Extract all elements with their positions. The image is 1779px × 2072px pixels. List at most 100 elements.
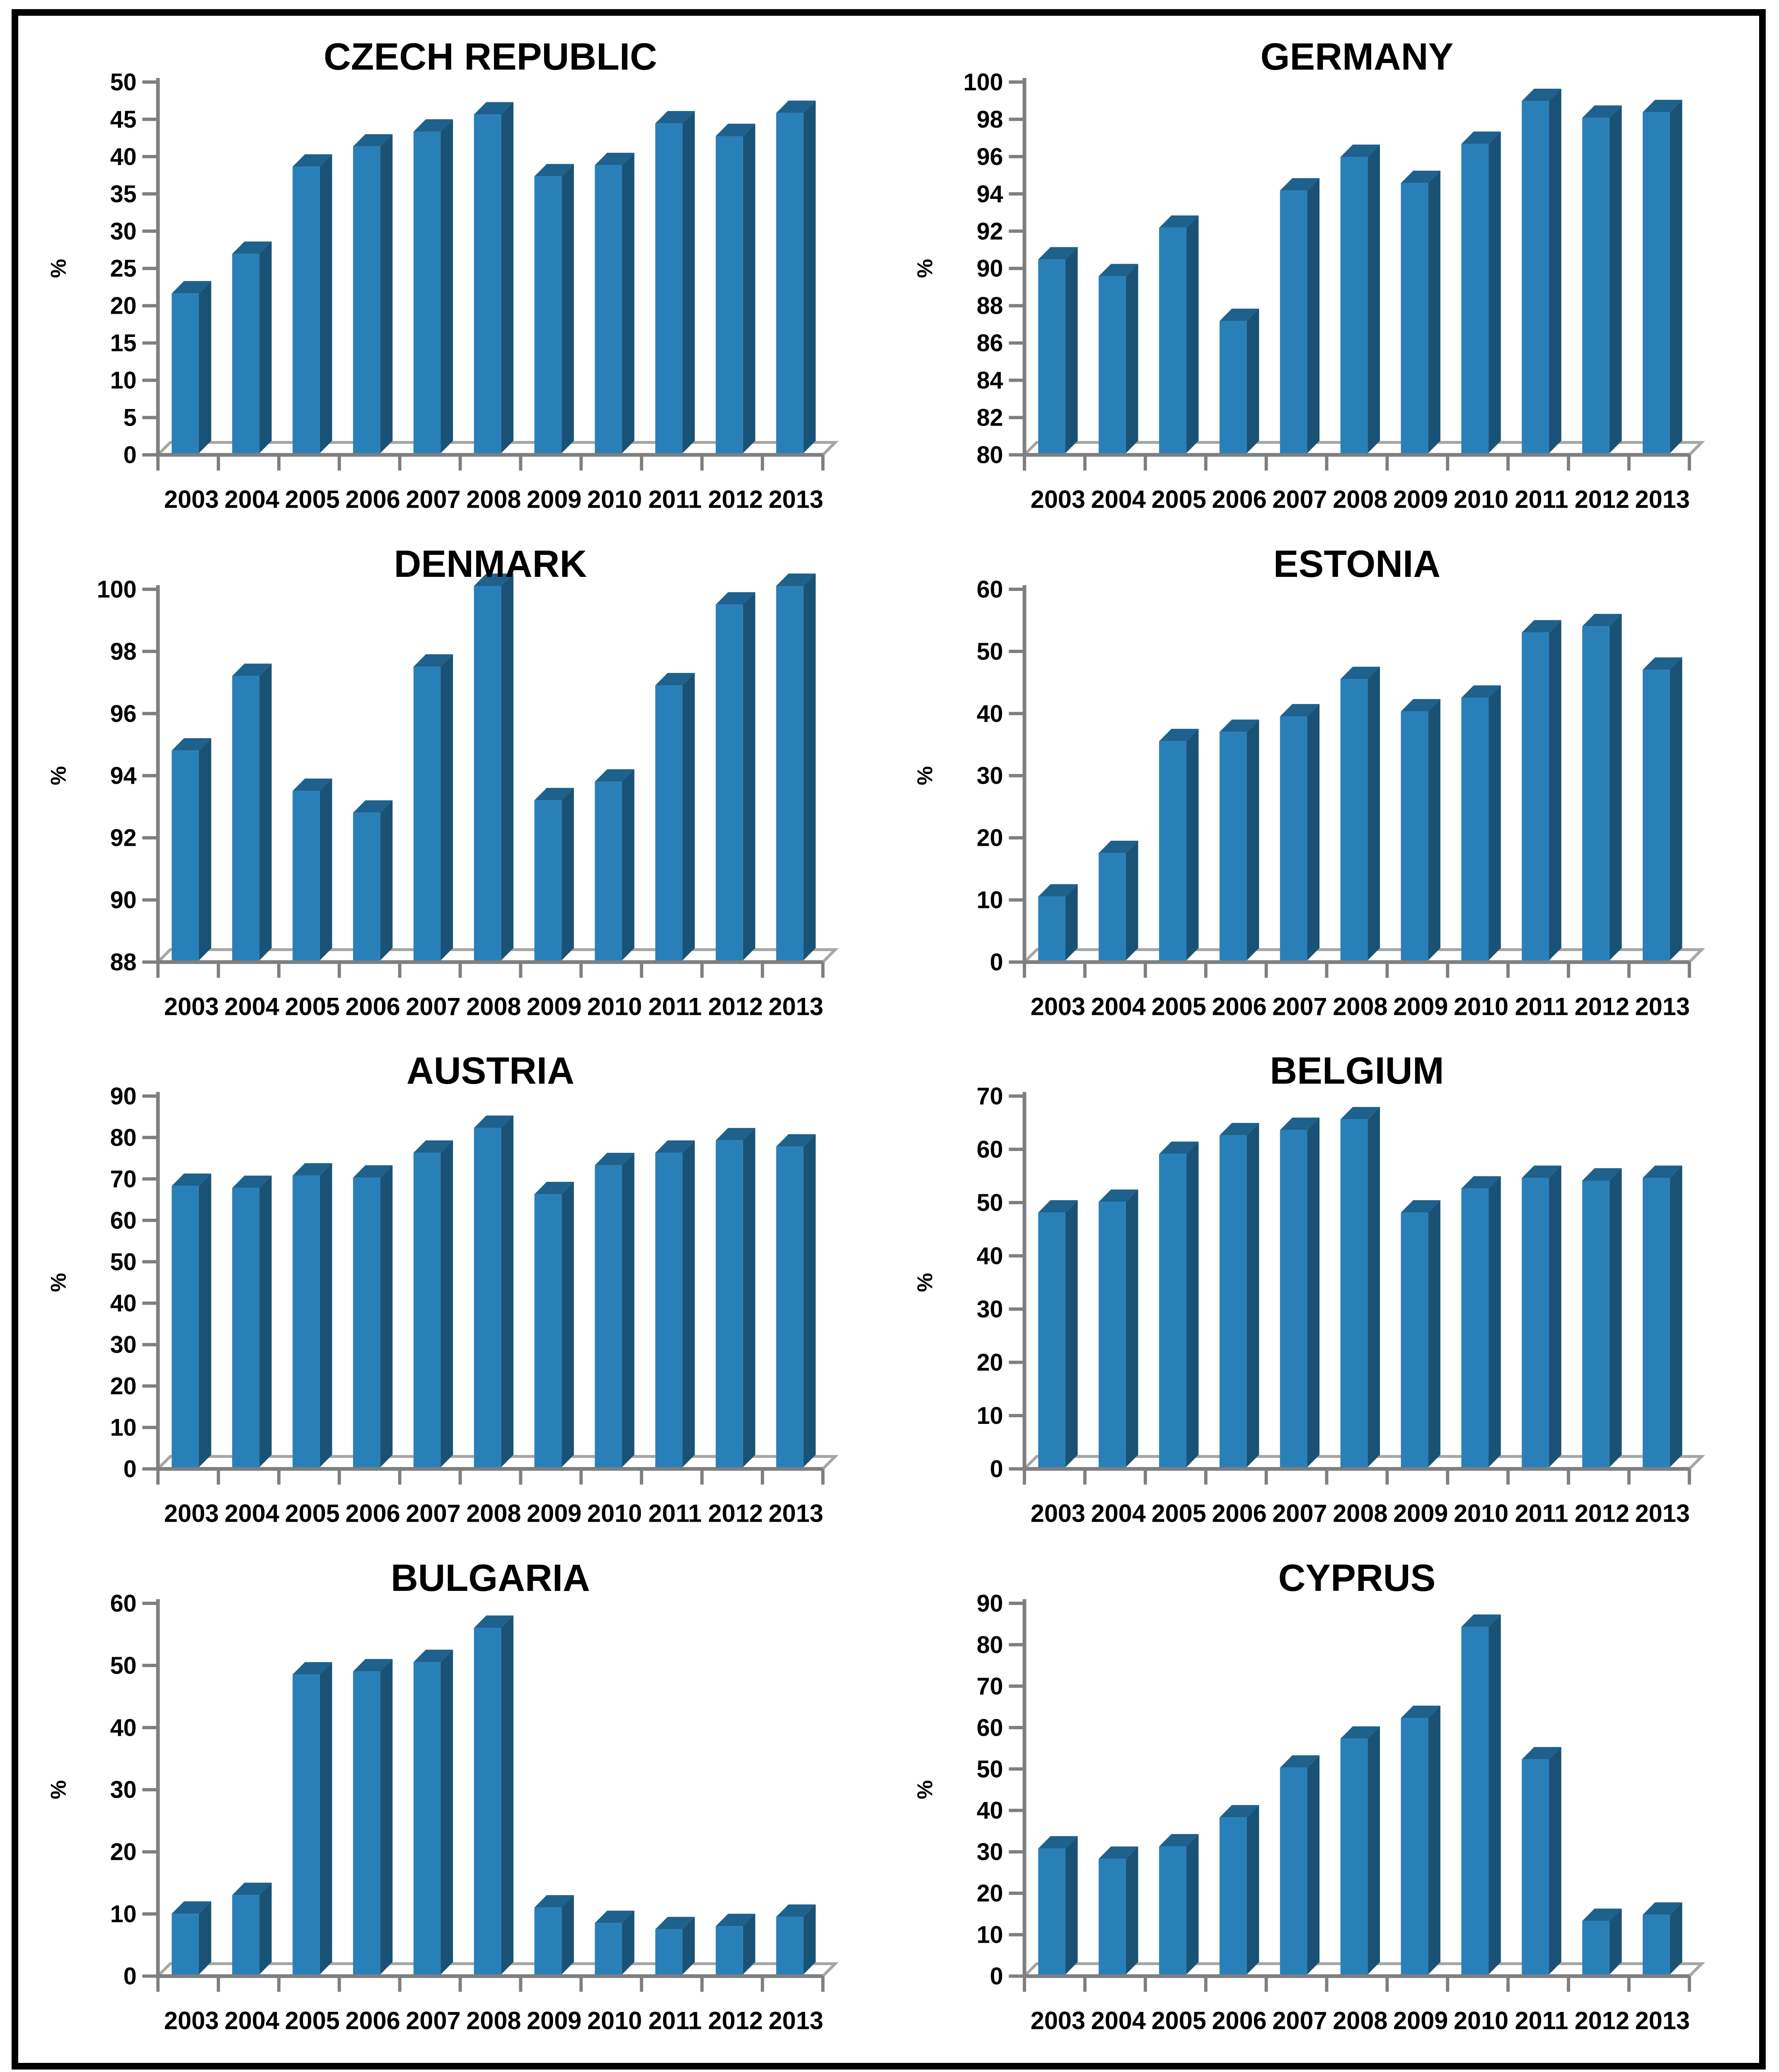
bar: [1159, 215, 1198, 453]
bar-top-face: [1642, 1902, 1682, 1915]
x-tick-label: 2006: [346, 2007, 400, 2034]
y-tick-label: 50: [976, 1756, 1003, 1782]
bar-top-face: [413, 1649, 453, 1662]
bar: [1461, 685, 1501, 961]
bar-front-face: [172, 1186, 199, 1467]
bar-side-face: [743, 1913, 755, 1975]
bar-front-face: [1280, 1767, 1307, 1975]
y-tick-label: 96: [110, 700, 137, 727]
bar: [1280, 704, 1319, 961]
bar-side-face: [319, 778, 332, 961]
bar-top-face: [1159, 729, 1198, 741]
bar-front-face: [1582, 626, 1610, 961]
bar-top-face: [595, 152, 634, 165]
bar-front-face: [293, 791, 320, 961]
bar-side-face: [1609, 613, 1622, 961]
bar-front-face: [1159, 741, 1186, 961]
x-tick-label: 2009: [527, 992, 581, 1020]
bar-side-face: [1609, 1908, 1622, 1975]
x-tick-label: 2009: [527, 2007, 581, 2034]
bar: [1401, 170, 1440, 453]
bar-front-face: [716, 1140, 743, 1467]
x-tick-label: 2007: [1272, 992, 1327, 1020]
bar-front-face: [1461, 144, 1489, 453]
bar-side-face: [682, 1140, 695, 1467]
x-tick-label: 2011: [649, 485, 702, 513]
chart-title: AUSTRIA: [407, 1050, 574, 1092]
bar-front-face: [1280, 1130, 1307, 1467]
bar-side-face: [1367, 1726, 1380, 1975]
bar-top-face: [293, 1662, 332, 1675]
bar-side-face: [259, 663, 272, 961]
y-tick-label: 20: [976, 1349, 1003, 1376]
bar: [1038, 1200, 1078, 1467]
chart-title: BULGARIA: [391, 1556, 590, 1599]
y-tick-label: 30: [110, 218, 137, 245]
bar-side-face: [1367, 144, 1380, 453]
bar-side-face: [1549, 88, 1561, 453]
bar-front-face: [1582, 1921, 1610, 1975]
y-tick-label: 80: [110, 1125, 137, 1151]
bar: [353, 134, 393, 453]
bar: [534, 164, 574, 453]
bar: [172, 1901, 211, 1975]
x-tick-label: 2013: [1635, 1499, 1689, 1527]
bar-top-face: [1280, 1117, 1319, 1130]
bar-top-face: [1521, 1747, 1561, 1760]
x-tick-label: 2006: [1212, 992, 1266, 1020]
bar: [776, 1904, 816, 1975]
bar-front-face: [1521, 632, 1549, 961]
x-tick-label: 2012: [708, 2007, 763, 2034]
bar-front-face: [655, 1152, 683, 1467]
bar-side-face: [743, 123, 755, 453]
x-tick-label: 2013: [769, 1499, 823, 1527]
bar: [1521, 620, 1561, 961]
bar: [1098, 840, 1138, 961]
bar-side-face: [1367, 666, 1380, 961]
bar-top-face: [1280, 178, 1319, 191]
x-tick-label: 2004: [1091, 485, 1145, 513]
bar-front-face: [474, 114, 501, 453]
bar: [353, 1165, 393, 1467]
bar-side-face: [622, 152, 634, 453]
bar-top-face: [716, 123, 755, 136]
chart-cell-estonia: 0 10 20 30 40 50 60 2003 2004 2005 2006 2007 2008 200…: [901, 535, 1743, 1037]
bar-front-face: [655, 123, 683, 453]
bar-front-face: [293, 1175, 320, 1467]
y-tick-label: 20: [110, 293, 137, 319]
y-tick-label: 60: [976, 576, 1003, 603]
bar-top-face: [1582, 613, 1622, 626]
x-tick-label: 2006: [1212, 1499, 1266, 1527]
bar-front-face: [293, 167, 320, 453]
x-tick-label: 2011: [1515, 1499, 1568, 1527]
x-tick-label: 2010: [1454, 485, 1508, 513]
y-axis-label: %: [912, 1780, 937, 1799]
bar-top-face: [1340, 666, 1380, 679]
bar: [1219, 719, 1259, 961]
bar-side-face: [1186, 729, 1198, 961]
x-tick-label: 2012: [708, 1499, 763, 1527]
bar: [1521, 1165, 1561, 1467]
bar-front-face: [353, 146, 380, 453]
bar: [293, 778, 332, 961]
bar: [776, 573, 816, 961]
y-tick-label: 90: [110, 1083, 137, 1110]
bar: [474, 102, 514, 453]
bar-side-face: [441, 1649, 453, 1975]
bar-front-face: [413, 1152, 441, 1467]
y-tick-label: 50: [976, 638, 1003, 665]
bar-side-face: [743, 1128, 755, 1467]
bar-front-face: [1219, 1135, 1247, 1467]
bar-side-face: [1125, 1189, 1138, 1467]
x-tick-label: 2005: [285, 2007, 340, 2034]
bar-side-face: [1670, 1165, 1682, 1467]
x-tick-label: 2007: [1272, 1499, 1327, 1527]
bar-top-face: [716, 592, 755, 605]
bar-top-face: [1461, 1614, 1501, 1627]
bar-side-face: [1549, 1747, 1561, 1975]
bar: [413, 119, 453, 453]
bar-side-face: [1670, 1902, 1682, 1975]
bar-front-face: [1401, 183, 1428, 453]
bar-top-face: [655, 673, 695, 685]
y-axis-label: %: [46, 1273, 70, 1292]
